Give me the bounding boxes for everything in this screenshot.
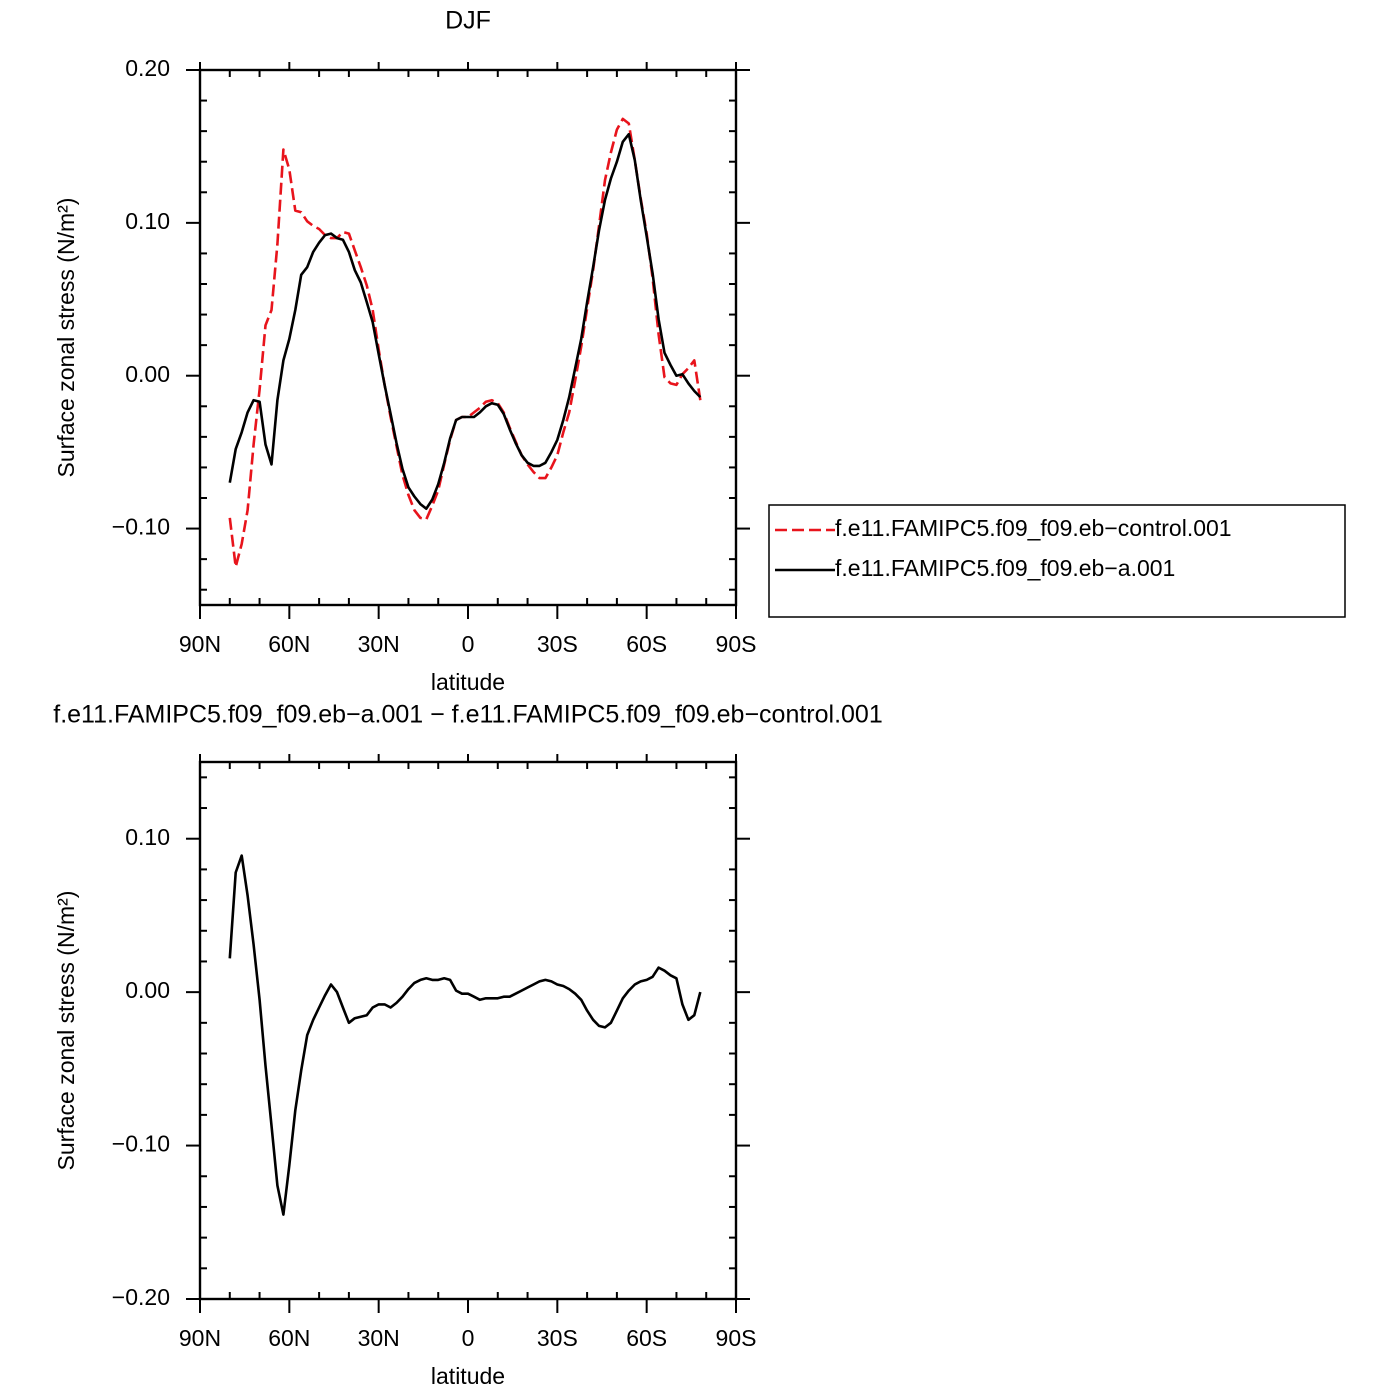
y-tick-label: −0.10 <box>112 514 170 540</box>
y-tick-label: 0.20 <box>125 55 170 81</box>
chart-title: DJF <box>445 7 491 35</box>
x-axis-label: latitude <box>431 669 505 695</box>
legend: f.e11.FAMIPC5.f09_f09.eb−control.001 f.e1… <box>768 504 1346 618</box>
x-tick-label: 90S <box>716 631 757 657</box>
y-tick-label: 0.10 <box>125 208 170 234</box>
data-line <box>228 117 702 569</box>
plot-frame <box>198 760 738 1301</box>
x-tick-label: 30N <box>358 631 400 657</box>
x-tick-label: 90N <box>179 631 221 657</box>
x-tick-label: 30N <box>358 1325 400 1351</box>
chart-title: f.e11.FAMIPC5.f09_f09.eb−a.001 − f.e11.F… <box>53 701 883 729</box>
y-tick-label: −0.20 <box>112 1284 170 1310</box>
legend-label: f.e11.FAMIPC5.f09_f09.eb−a.001 <box>835 555 1175 581</box>
data-line <box>228 132 702 510</box>
x-tick-label: 60N <box>268 1325 310 1351</box>
y-tick-label: 0.00 <box>125 361 170 387</box>
x-tick-label: 90N <box>179 1325 221 1351</box>
panel: DJF latitude Surface zonal stress (N/m²) 90… <box>53 7 1346 695</box>
x-tick-label: 60S <box>626 631 667 657</box>
legend-box <box>768 504 1346 618</box>
x-tick-label: 30S <box>537 631 578 657</box>
x-tick-label: 60S <box>626 1325 667 1351</box>
panel: f.e11.FAMIPC5.f09_f09.eb−a.001 − f.e11.F… <box>53 701 883 1389</box>
data-line <box>228 854 702 1216</box>
x-tick-label: 60N <box>268 631 310 657</box>
y-axis-label: Surface zonal stress (N/m²) <box>53 198 79 478</box>
y-axis-label: Surface zonal stress (N/m²) <box>53 891 79 1171</box>
legend-label: f.e11.FAMIPC5.f09_f09.eb−control.001 <box>835 515 1232 541</box>
y-tick-label: 0.10 <box>125 824 170 850</box>
x-tick-label: 90S <box>716 1325 757 1351</box>
x-tick-label: 0 <box>462 631 475 657</box>
x-tick-label: 0 <box>462 1325 475 1351</box>
y-tick-label: 0.00 <box>125 977 170 1003</box>
x-axis-label: latitude <box>431 1363 505 1389</box>
plot-frame <box>198 68 738 607</box>
x-tick-label: 30S <box>537 1325 578 1351</box>
y-tick-label: −0.10 <box>112 1131 170 1157</box>
